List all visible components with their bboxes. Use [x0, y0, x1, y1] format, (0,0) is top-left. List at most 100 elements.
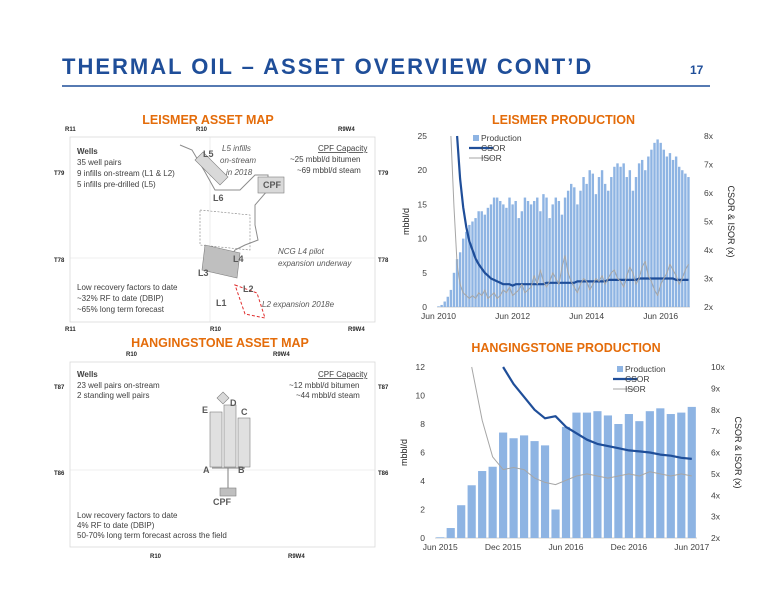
bar	[644, 170, 647, 307]
y-tick-label: 10	[418, 234, 428, 244]
pad	[216, 391, 230, 405]
bar	[495, 197, 499, 307]
map-text: 2 standing well pairs	[77, 391, 149, 400]
map-text: ~69 mbbl/d steam	[297, 166, 361, 175]
bar	[514, 200, 517, 307]
bar	[566, 190, 570, 307]
bar	[576, 204, 579, 307]
pad	[199, 209, 251, 251]
bar	[455, 259, 459, 307]
grid-label: R10	[150, 554, 162, 560]
bar	[443, 301, 446, 307]
bar	[478, 471, 487, 538]
pad-label: L4	[233, 254, 244, 264]
bar	[480, 211, 483, 307]
bar	[523, 197, 527, 307]
bar	[452, 272, 456, 307]
bar	[610, 177, 613, 307]
cpf-label: CPF	[263, 180, 282, 190]
bar	[674, 156, 678, 307]
bar	[499, 200, 502, 307]
bar	[591, 173, 595, 307]
bar	[607, 190, 610, 307]
legend-label: CSOR	[625, 374, 650, 384]
pad	[223, 404, 237, 468]
bar	[650, 149, 653, 307]
bar	[446, 296, 450, 307]
y2-axis-title: CSOR & ISOR (x)	[726, 185, 736, 257]
bar	[573, 187, 576, 307]
map-text: Low recovery factors to date	[77, 283, 178, 292]
bar	[517, 218, 520, 307]
map-title: HANGINGSTONE ASSET MAP	[131, 336, 309, 350]
bar	[458, 252, 462, 307]
y2-tick-label: 8x	[711, 405, 721, 415]
chart-title: HANGINGSTONE PRODUCTION	[471, 341, 660, 355]
bar	[563, 197, 567, 307]
y2-tick-label: 6x	[711, 448, 721, 458]
map-text: Wells	[77, 147, 98, 156]
bar	[465, 231, 468, 307]
bar	[436, 537, 445, 538]
cpf-box	[219, 487, 237, 497]
grid-label: R10	[210, 327, 222, 333]
bar	[687, 406, 696, 538]
map-text: 4% RF to date (DBIP)	[77, 521, 155, 530]
legend-label: Production	[481, 133, 522, 143]
bar	[616, 163, 619, 307]
cpf-label: CPF	[213, 497, 232, 507]
pad-label: L1	[216, 298, 227, 308]
bar	[474, 218, 477, 307]
y-tick-label: 20	[418, 165, 428, 175]
bar	[488, 466, 497, 538]
bar	[449, 289, 453, 307]
pad	[194, 151, 229, 186]
bar	[582, 177, 585, 307]
x-tick-label: Jun 2017	[674, 542, 709, 552]
x-tick-label: Dec 2015	[485, 542, 522, 552]
grid-label: T79	[378, 171, 389, 177]
bar	[659, 142, 662, 307]
bar	[471, 221, 474, 307]
bar	[677, 412, 686, 538]
pad-label: L3	[198, 268, 209, 278]
bar	[499, 432, 508, 538]
bar	[653, 142, 656, 307]
bar	[594, 194, 598, 307]
pipeline	[212, 467, 245, 488]
y2-tick-label: 4x	[704, 245, 714, 255]
pad-label: L6	[213, 193, 224, 203]
y-tick-label: 0	[420, 533, 425, 543]
bar	[634, 177, 638, 307]
y2-tick-label: 8x	[704, 131, 714, 141]
y2-tick-label: 5x	[704, 217, 714, 227]
pad-label: L5	[203, 149, 214, 159]
chart-title: LEISMER PRODUCTION	[492, 113, 635, 127]
y2-tick-label: 7x	[711, 426, 721, 436]
y-tick-label: 5	[422, 268, 427, 278]
y2-tick-label: 10x	[711, 362, 725, 372]
map-frame	[69, 136, 376, 323]
bar	[582, 412, 592, 538]
y-tick-label: 25	[418, 131, 428, 141]
map-text: 35 well pairs	[77, 158, 121, 167]
y-tick-label: 12	[416, 362, 426, 372]
bar	[483, 214, 487, 307]
y2-tick-label: 2x	[711, 533, 721, 543]
bar	[530, 441, 539, 538]
bar	[462, 238, 465, 307]
bar	[536, 197, 539, 307]
pad-label: B	[238, 465, 245, 475]
x-tick-label: Jun 2014	[569, 311, 604, 321]
bar	[613, 166, 616, 307]
pad-label: L2	[243, 284, 254, 294]
x-tick-label: Jun 2012	[495, 311, 530, 321]
x-tick-label: Jun 2016	[549, 542, 584, 552]
y-tick-label: 0	[422, 302, 427, 312]
grid-label: R10	[196, 127, 208, 133]
map-text: 50-70% long term forecast across the fie…	[77, 531, 227, 540]
bar	[551, 204, 554, 307]
map-title: LEISMER ASSET MAP	[142, 113, 274, 127]
bar	[545, 197, 548, 307]
